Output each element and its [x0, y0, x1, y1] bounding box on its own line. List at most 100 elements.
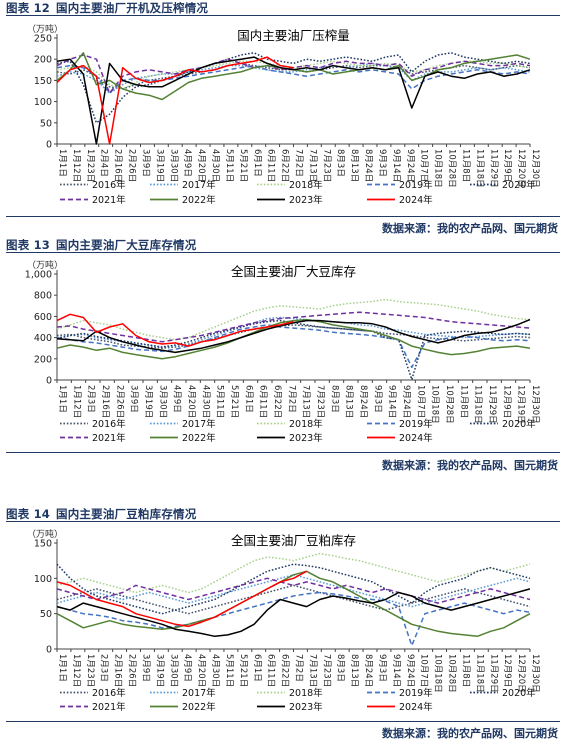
- x-tick-label: 2月16日: [113, 654, 123, 687]
- x-tick-label: 7月13日: [307, 654, 317, 687]
- x-tick-label: 3月30日: [168, 654, 178, 687]
- x-tick-label: 10月7日: [419, 149, 429, 182]
- series-line-2022年: [56, 52, 531, 101]
- x-tick-label: 9月14日: [391, 654, 401, 687]
- x-tick-label: 8月24日: [363, 149, 373, 182]
- x-tick-label: 8月24日: [358, 385, 368, 418]
- x-tick-label: 4月30日: [200, 385, 210, 418]
- x-tick-label: 7月23日: [321, 149, 331, 182]
- y-unit-label: （万吨）: [27, 259, 63, 271]
- x-tick-label: 8月13日: [349, 654, 359, 687]
- figure-14-caption: 图表 14 国内主要油厂豆粕库存情况: [6, 506, 196, 522]
- legend-label: 2019年: [399, 418, 433, 430]
- x-tick-label: 9月24日: [405, 654, 415, 687]
- x-tick-label: 5月11日: [224, 654, 234, 687]
- x-tick-label: 2月26日: [127, 149, 137, 182]
- x-tick-label: 9月24日: [405, 149, 415, 182]
- soymeal-inventory-chart: 全国主要油厂豆粕库存 （万吨） 0 50 100 150 1月1日 1月12日 1月23日 2月3…: [27, 528, 540, 713]
- x-tick-label: 10月28日: [444, 385, 454, 424]
- x-tick-label: 4月30日: [210, 654, 220, 687]
- legend-label: 2018年: [289, 179, 323, 191]
- x-tick-label: 6月22日: [272, 385, 282, 418]
- figure-13-bottom-rule: [6, 452, 560, 453]
- x-tick-label: 10月18日: [433, 149, 443, 188]
- x-tick-label: 5月21日: [238, 149, 248, 182]
- x-tick-label: 9月24日: [401, 385, 411, 418]
- x-tick-label: 7月13日: [307, 149, 317, 182]
- x-tick-label: 11月29日: [488, 149, 498, 188]
- series-line-2023年: [56, 588, 531, 638]
- legend-label: 2021年: [92, 701, 126, 713]
- figure-12-number: 图表 12: [6, 1, 51, 15]
- y-tick-label: 100: [34, 97, 52, 108]
- legend-label: 2023年: [289, 701, 323, 713]
- x-tick-label: 4月9日: [182, 654, 192, 682]
- legend-label: 2018年: [289, 418, 323, 430]
- y-tick-label: 50: [40, 118, 52, 129]
- series-line-2019年: [56, 64, 531, 94]
- legend-label: 2017年: [182, 418, 216, 430]
- x-tick-label: 12月20日: [516, 149, 526, 188]
- x-tick-label: 8月3日: [335, 654, 345, 682]
- y-tick-label: 200: [34, 55, 52, 66]
- series-line-2024年: [56, 570, 307, 628]
- series-line-2022年: [56, 318, 531, 360]
- figure-13-source: 数据来源：我的农产品网、国元期货: [382, 459, 558, 472]
- series-line-2024年: [56, 56, 294, 145]
- series-line-2016年: [56, 584, 531, 615]
- chart-title: 国内主要油厂压榨量: [237, 28, 350, 43]
- x-tick-label: 6月22日: [280, 149, 290, 182]
- figure-12-top-rule: [6, 15, 560, 16]
- x-tick-label: 5月21日: [229, 385, 239, 418]
- x-tick-label: 10月18日: [433, 654, 443, 693]
- y-tick-label: 1,000: [25, 270, 52, 281]
- x-tick-label: 7月13日: [301, 385, 311, 418]
- legend-label: 2016年: [92, 179, 126, 191]
- x-tick-label: 5月21日: [238, 654, 248, 687]
- x-tick-label: 2月3日: [86, 385, 96, 413]
- series-group: [56, 52, 531, 145]
- x-tick-label: 6月22日: [280, 654, 290, 687]
- x-tick-label: 9月14日: [391, 149, 401, 182]
- x-tick-label: 3月19日: [143, 385, 153, 418]
- legend-label: 2023年: [289, 194, 323, 206]
- x-tick-label: 3月9日: [129, 385, 139, 413]
- x-tick-label: 12月30日: [530, 385, 540, 424]
- x-tick-label: 6月1日: [252, 149, 262, 177]
- x-tick-label: 10月18日: [430, 385, 440, 424]
- y-tick-label: 0: [46, 140, 52, 151]
- x-tick-label: 4月20日: [196, 149, 206, 182]
- y-unit-label: （万吨）: [27, 528, 63, 540]
- y-tick-label: 250: [34, 34, 52, 45]
- figure-13-caption: 图表 13 国内主要油厂大豆库存情况: [6, 237, 196, 253]
- figure-14-top-rule: [6, 521, 560, 522]
- x-tick-label: 7月23日: [321, 654, 331, 687]
- y-tick-label: 0: [46, 376, 52, 387]
- x-tick-label: 6月1日: [252, 654, 262, 682]
- x-tick-label: 12月9日: [502, 654, 512, 687]
- series-line-2019年: [56, 324, 531, 369]
- series-line-2024年: [56, 313, 294, 347]
- x-tick-label: 8月3日: [329, 385, 339, 413]
- x-tick-label: 3月9日: [140, 149, 150, 177]
- x-tick-label: 5月11日: [215, 385, 225, 418]
- series-line-2017年: [56, 316, 531, 348]
- y-tick-label: 400: [34, 333, 52, 344]
- series-line-2017年: [56, 62, 531, 94]
- x-tick-label: 2月4日: [99, 149, 109, 177]
- x-tick-label: 8月24日: [363, 654, 373, 687]
- series-line-2018年: [56, 552, 531, 594]
- figure-12-bottom-rule: [6, 216, 560, 217]
- x-tick-label: 4月20日: [196, 654, 206, 687]
- x-tick-label: 2月26日: [127, 654, 137, 687]
- figure-13-title: 国内主要油厂大豆库存情况: [56, 238, 197, 252]
- legend-label: 2022年: [182, 701, 216, 713]
- legend-label: 2019年: [399, 687, 433, 699]
- x-tick-label: 11月29日: [487, 385, 497, 424]
- x-tick-label: 12月19日: [516, 385, 526, 424]
- soybean-inventory-chart: 全国主要油厂大豆库存 （万吨） 0 200 400 600 800 1,000 1月1日 1月12…: [25, 259, 540, 444]
- x-tick-label: 12月9日: [501, 385, 511, 418]
- series-line-2023年: [56, 318, 531, 354]
- x-tick-label: 12月30日: [530, 654, 540, 693]
- legend-label: 2024年: [399, 701, 433, 713]
